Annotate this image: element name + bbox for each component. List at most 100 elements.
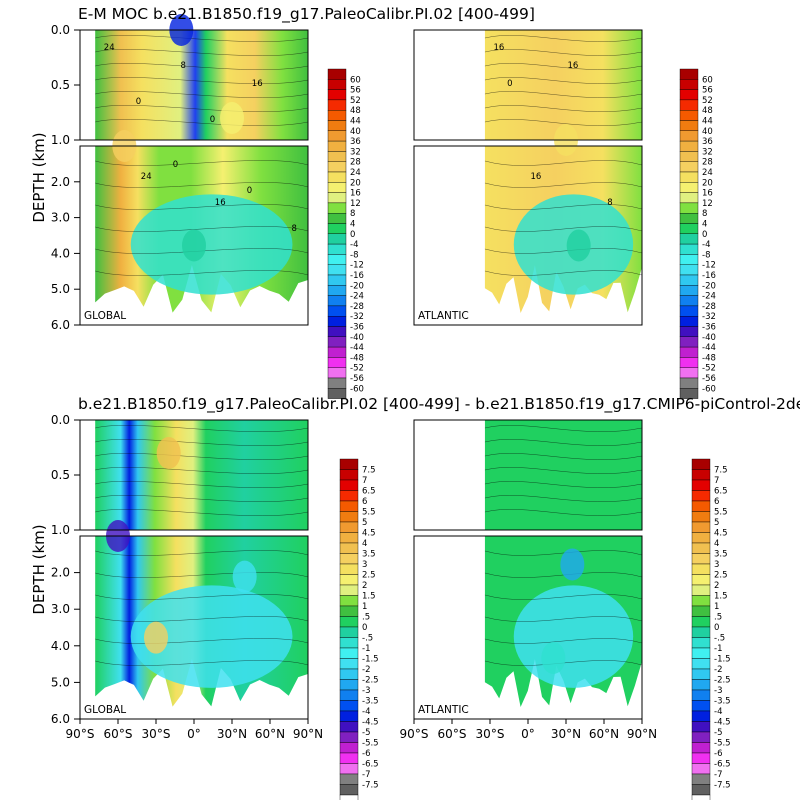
colorbar-label: -2.5 [714,676,731,686]
colorbar-label: -48 [350,353,364,363]
colorbar-label: -52 [350,364,364,374]
moc-feature [144,621,168,654]
colorbar-label: 40 [350,127,361,137]
x-tick-label: 90°N [293,727,323,741]
colorbar-swatch [691,458,711,470]
colorbar-swatch [679,336,699,348]
colorbar-label: 7.5 [362,466,376,476]
colorbar-label: -60 [702,384,716,394]
moc-panel-atlantic: 16 16 16 8 0 ATLANTIC [413,29,643,326]
colorbar: 60565248444036322824201612840-4-8-12-16-… [679,68,716,399]
y-tick-label: 6.0 [51,712,70,726]
colorbar-label: 20 [702,178,713,188]
contour-line [95,509,309,516]
colorbar-swatch [679,254,699,265]
colorbar-swatch [327,223,347,235]
y-tick-label: 4.0 [51,246,70,260]
chart-title: b.e21.B1850.f19_g17.PaleoCalibr.PI.02 [4… [78,395,800,414]
colorbar-label: 16 [702,189,713,199]
contour-label: 24 [141,172,152,182]
contour-line [484,63,643,70]
colorbar-label: 1 [362,602,367,612]
colorbar-label: 5.5 [362,508,376,518]
contour-line [95,550,309,556]
colorbar-swatch [691,763,711,775]
colorbar-label: 2.5 [362,571,376,581]
panel-frame-upper [413,419,643,531]
colorbar-label: 1.5 [714,592,728,602]
colorbar-swatch [679,89,699,101]
colorbar-swatch [679,99,699,111]
colorbar-label: -6 [362,749,370,759]
colorbar-swatch [691,647,711,659]
colorbar-swatch [327,120,347,132]
contour-line [484,91,643,98]
colorbar-swatch [339,521,359,533]
colorbar-swatch [691,479,711,491]
basin-label: ATLANTIC [418,310,469,322]
colorbar-swatch [327,130,347,142]
contour-line [95,119,309,126]
colorbar-swatch [691,490,711,502]
colorbar-label: -5 [362,728,370,738]
colorbar-swatch [691,563,711,575]
colorbar-label: 28 [702,158,713,168]
colorbar-label: -16 [350,271,364,281]
colorbar-swatch [327,202,347,214]
colorbar-swatch [679,367,699,379]
colorbar-swatch [327,233,347,245]
colorbar-swatch [691,710,711,722]
colorbar-label: 52 [702,96,713,106]
colorbar-swatch [327,388,347,399]
contour-line [484,49,643,56]
y-tick-label: 3.0 [51,602,70,616]
y-axis-label: DEPTH (km) [30,524,48,614]
colorbar-label: 0 [714,623,719,633]
y-tick-label: 3.0 [51,211,70,225]
colorbar-swatch [339,595,359,607]
colorbar-label: -.5 [362,634,373,644]
x-tick-label: 30°S [142,727,171,741]
x-tick-label: 60°S [438,727,467,741]
colorbar-label: 24 [702,168,713,178]
colorbar-label: -60 [350,384,364,394]
x-tick-label: 60°N [589,727,619,741]
colorbar-swatch [339,752,359,764]
colorbar-label: 1.5 [362,592,376,602]
colorbar-swatch [691,542,711,554]
panel-frame-lower [79,145,309,326]
x-tick-label: 90°S [66,727,95,741]
colorbar-swatch [691,794,711,800]
deep-cell [513,585,634,688]
colorbar-label: -2 [362,665,370,675]
contour-line [484,638,643,644]
colorbar-label: 4 [350,220,355,230]
colorbar-swatch [339,637,359,649]
colorbar-swatch [339,553,359,565]
colorbar-swatch [339,773,359,785]
colorbar-label: -24 [702,292,716,302]
colorbar-label: -3.5 [362,697,379,707]
colorbar-swatch [339,616,359,628]
colorbar-label: 2 [362,581,367,591]
y-tick-label: 0.0 [51,413,70,427]
y-axis-label: DEPTH (km) [30,132,48,222]
colorbar-label: 1 [714,602,719,612]
contour-line [484,204,643,210]
colorbar-label: 0 [350,230,355,240]
colorbar-label: 56 [702,86,713,96]
colorbar-swatch [339,763,359,775]
colorbar-swatch [327,264,347,276]
colorbar-label: 0 [702,230,707,240]
colorbar-swatch [327,192,347,204]
colorbar-label: 36 [350,137,361,147]
colorbar-label: 6.5 [362,487,376,497]
contour-line [484,467,643,474]
contour-line [484,77,643,84]
colorbar-swatch [679,68,699,80]
colorbar-swatch [679,212,699,224]
colorbar-swatch [691,668,711,680]
colorbar-swatch [679,140,699,152]
colorbar-swatch [339,563,359,575]
colorbar-swatch [327,89,347,101]
